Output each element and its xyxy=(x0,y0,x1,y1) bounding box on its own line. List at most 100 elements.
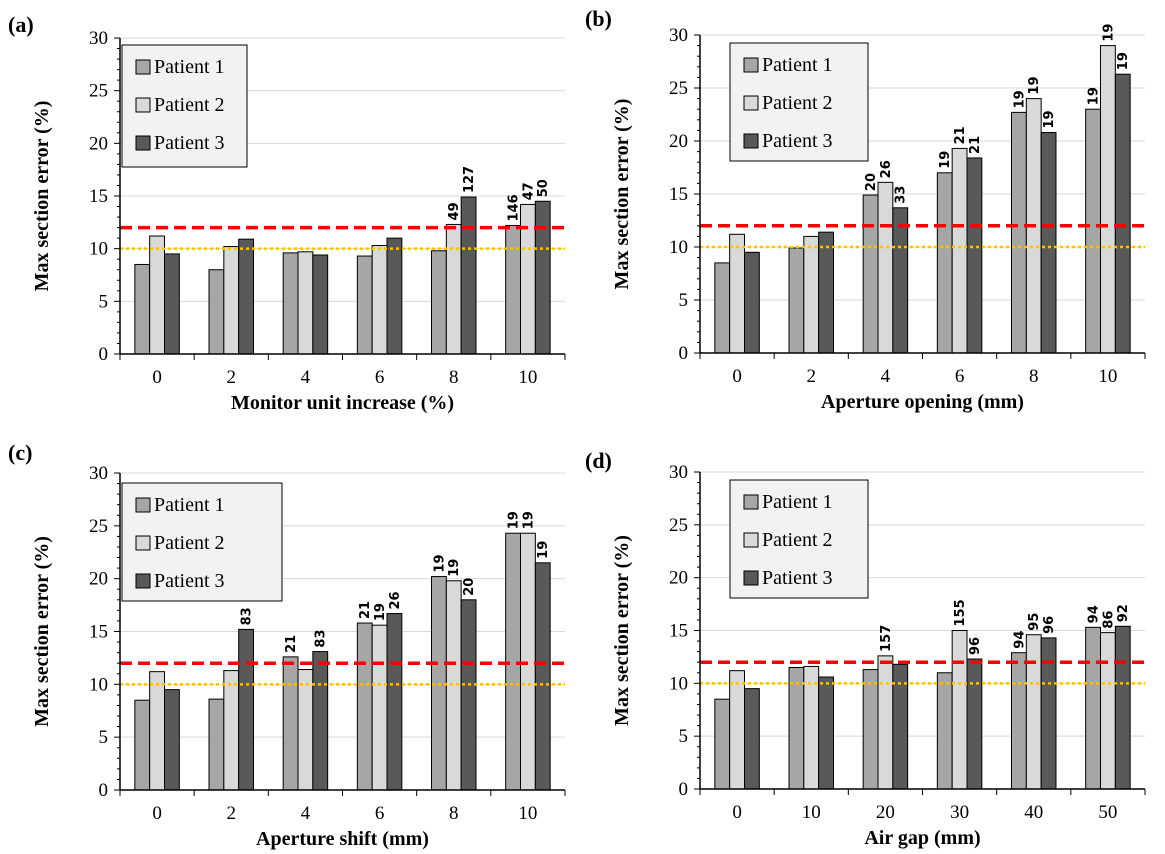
y-tick-label: 20 xyxy=(669,131,688,152)
bar-patient-1-4 xyxy=(862,194,879,354)
bar-patient-3-10 xyxy=(534,562,551,791)
legend-label: Patient 1 xyxy=(762,54,833,76)
bar-patient-1-8 xyxy=(1011,111,1027,354)
x-tick-label: 10 xyxy=(802,802,821,823)
legend-label: Patient 1 xyxy=(762,491,833,513)
y-tick-label: 30 xyxy=(89,463,108,484)
x-tick-label: 0 xyxy=(152,803,162,824)
bar-patient-2-10 xyxy=(1100,45,1116,354)
legend-swatch xyxy=(135,97,151,113)
x-tick-label: 6 xyxy=(375,803,385,824)
bar-patient-1-6 xyxy=(356,255,373,355)
legend-label: Patient 3 xyxy=(762,567,833,589)
bar-patient-1-0 xyxy=(134,699,151,791)
y-axis-label: Max section error (%) xyxy=(31,536,53,727)
y-tick-label: 0 xyxy=(679,343,689,364)
y-tick-label: 5 xyxy=(679,726,689,747)
bar-patient-1-40 xyxy=(1011,652,1027,790)
legend-swatch xyxy=(135,573,151,589)
bar-patient-1-50 xyxy=(1085,626,1101,790)
panel-label: (b) xyxy=(585,6,612,31)
legend-label: Patient 1 xyxy=(154,494,225,516)
bar-patient-3-2 xyxy=(818,231,835,354)
data-label: 47 xyxy=(521,182,536,200)
bar-patient-1-0 xyxy=(714,698,731,790)
bar-patient-2-4 xyxy=(297,251,314,355)
data-label: 21 xyxy=(968,136,983,154)
x-tick-label: 2 xyxy=(227,803,237,824)
data-label: 155 xyxy=(953,599,968,626)
data-label: 86 xyxy=(1101,611,1116,629)
bar-patient-1-2 xyxy=(788,247,805,354)
x-tick-label: 50 xyxy=(1098,802,1117,823)
bar-patient-3-8 xyxy=(460,196,477,355)
bar-patient-2-20 xyxy=(877,655,894,790)
bar-patient-2-2 xyxy=(223,246,240,355)
data-label: 19 xyxy=(1027,77,1042,95)
data-label: 94 xyxy=(1012,631,1027,649)
legend-label: Patient 1 xyxy=(154,56,225,78)
chart-panel-a: 146 49 47 127 50 0 5 10 15 20 25 30 0 2 4 6 8 10 Monitor u… xyxy=(8,12,566,414)
data-label: 19 xyxy=(507,511,522,529)
bar-patient-1-6 xyxy=(356,622,373,791)
x-tick-label: 8 xyxy=(1029,366,1039,387)
x-tick-label: 0 xyxy=(152,367,162,388)
data-label: 20 xyxy=(462,578,477,596)
bar-patient-2-40 xyxy=(1025,634,1042,790)
y-tick-label: 10 xyxy=(669,237,688,258)
data-label: 157 xyxy=(879,625,894,652)
bar-patient-3-0 xyxy=(744,688,760,790)
data-label: 26 xyxy=(879,160,894,178)
x-tick-label: 20 xyxy=(876,802,895,823)
x-axis-label: Aperture shift (mm) xyxy=(256,828,429,850)
x-tick-label: 10 xyxy=(518,803,537,824)
y-tick-label: 15 xyxy=(89,622,108,643)
data-label: 21 xyxy=(358,601,373,619)
y-tick-label: 20 xyxy=(89,569,108,590)
y-tick-label: 0 xyxy=(679,779,689,800)
x-tick-label: 6 xyxy=(375,367,385,388)
bar-patient-2-0 xyxy=(729,670,746,790)
y-tick-label: 25 xyxy=(89,516,108,537)
legend-label: Patient 2 xyxy=(154,532,225,554)
y-tick-label: 0 xyxy=(99,780,109,801)
data-label: 127 xyxy=(462,166,477,193)
y-tick-label: 25 xyxy=(89,81,108,102)
bar-patient-3-4 xyxy=(892,207,909,354)
data-label: 19 xyxy=(1101,24,1116,42)
legend-swatch xyxy=(743,570,759,586)
bar-patient-1-6 xyxy=(936,172,953,354)
y-tick-label: 30 xyxy=(669,25,688,46)
legend-swatch xyxy=(743,57,759,73)
data-label: 49 xyxy=(447,202,462,220)
x-axis-label: Monitor unit increase (%) xyxy=(231,392,454,414)
panel-label: (d) xyxy=(585,448,612,473)
data-label: 19 xyxy=(447,559,462,577)
data-label: 83 xyxy=(240,607,255,625)
bar-patient-3-2 xyxy=(238,628,255,791)
data-label: 95 xyxy=(1027,613,1042,631)
legend: Patient 1 Patient 2 Patient 3 xyxy=(121,44,248,168)
x-tick-label: 0 xyxy=(732,802,742,823)
y-axis-label: Max section error (%) xyxy=(611,535,633,726)
legend-swatch xyxy=(135,59,151,75)
y-tick-label: 5 xyxy=(99,291,109,312)
x-tick-label: 30 xyxy=(950,802,969,823)
data-label: 96 xyxy=(1042,616,1057,634)
bar-patient-3-6 xyxy=(966,157,983,354)
bar-patient-2-8 xyxy=(445,223,462,355)
x-tick-label: 4 xyxy=(881,366,891,387)
data-label: 19 xyxy=(1012,90,1027,108)
y-tick-label: 30 xyxy=(89,28,108,49)
x-tick-label: 8 xyxy=(449,367,459,388)
bar-patient-1-30 xyxy=(936,672,953,790)
bar-patient-1-10 xyxy=(788,666,805,790)
bar-patient-3-6 xyxy=(386,613,403,791)
x-tick-label: 4 xyxy=(301,803,311,824)
y-tick-label: 5 xyxy=(99,727,109,748)
bar-patient-3-4 xyxy=(312,254,329,355)
legend: Patient 1 Patient 2 Patient 3 xyxy=(121,482,283,602)
